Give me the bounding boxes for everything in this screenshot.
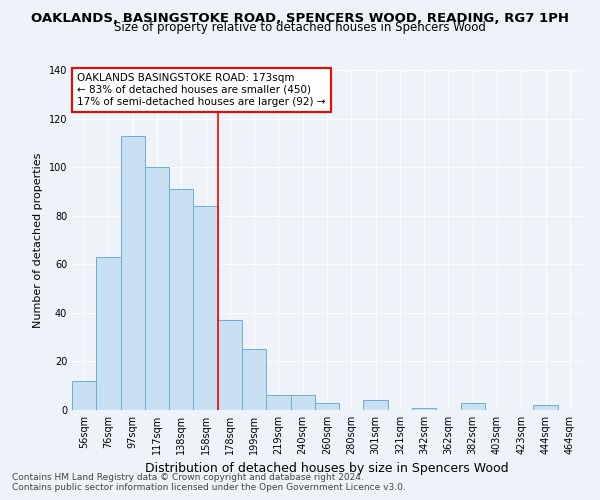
Text: Contains HM Land Registry data © Crown copyright and database right 2024.: Contains HM Land Registry data © Crown c… xyxy=(12,474,364,482)
Bar xyxy=(290,396,315,410)
Bar xyxy=(315,402,339,410)
Bar xyxy=(169,189,193,410)
Bar xyxy=(121,136,145,410)
Text: Contains public sector information licensed under the Open Government Licence v3: Contains public sector information licen… xyxy=(12,484,406,492)
Bar xyxy=(364,400,388,410)
Bar xyxy=(242,350,266,410)
Bar xyxy=(145,167,169,410)
Bar xyxy=(533,405,558,410)
Bar xyxy=(218,320,242,410)
X-axis label: Distribution of detached houses by size in Spencers Wood: Distribution of detached houses by size … xyxy=(145,462,509,475)
Text: OAKLANDS BASINGSTOKE ROAD: 173sqm
← 83% of detached houses are smaller (450)
17%: OAKLANDS BASINGSTOKE ROAD: 173sqm ← 83% … xyxy=(77,74,326,106)
Bar xyxy=(412,408,436,410)
Bar xyxy=(72,381,96,410)
Text: Size of property relative to detached houses in Spencers Wood: Size of property relative to detached ho… xyxy=(114,21,486,34)
Y-axis label: Number of detached properties: Number of detached properties xyxy=(33,152,43,328)
Text: OAKLANDS, BASINGSTOKE ROAD, SPENCERS WOOD, READING, RG7 1PH: OAKLANDS, BASINGSTOKE ROAD, SPENCERS WOO… xyxy=(31,12,569,26)
Bar xyxy=(266,396,290,410)
Bar xyxy=(96,257,121,410)
Bar xyxy=(193,206,218,410)
Bar xyxy=(461,402,485,410)
